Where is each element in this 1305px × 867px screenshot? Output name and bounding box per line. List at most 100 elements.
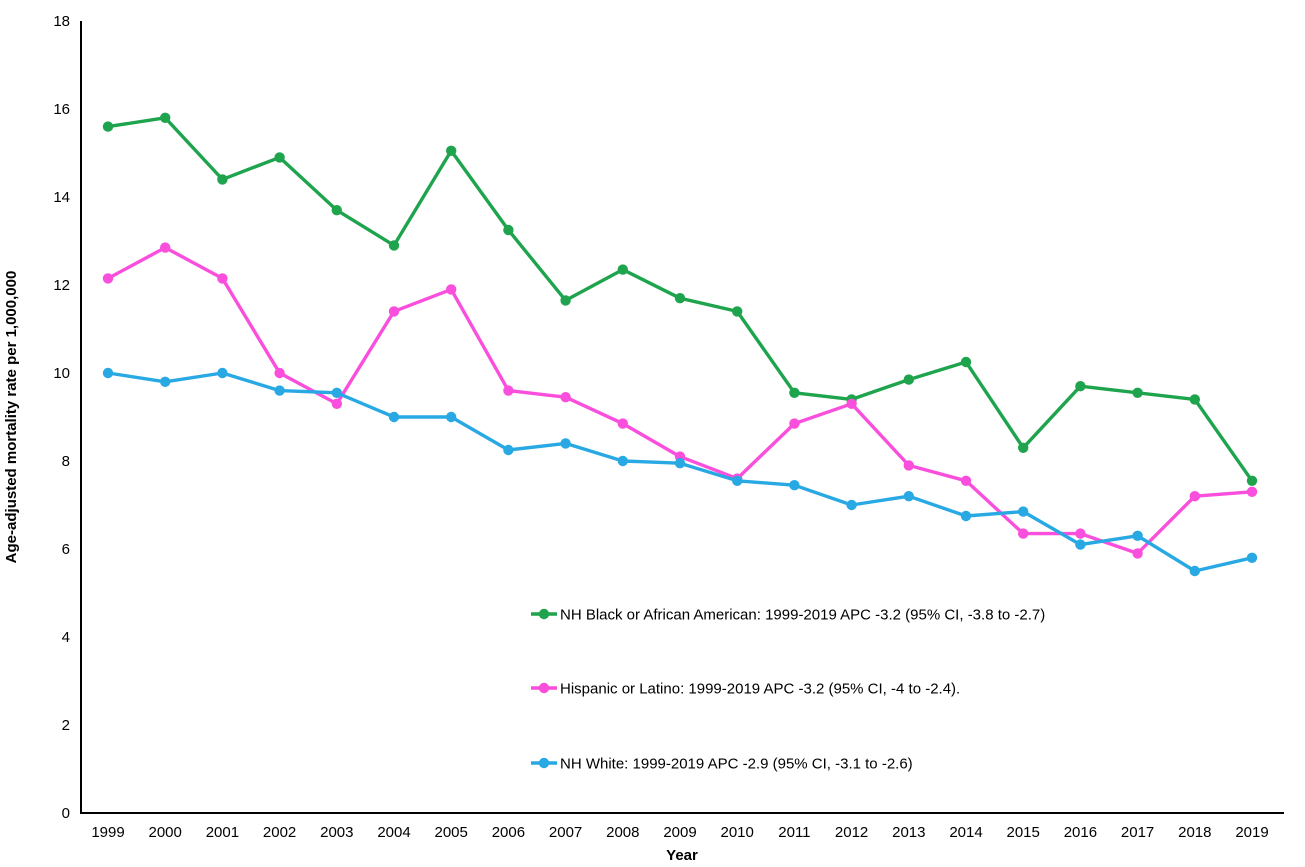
y-tick-label: 16: [53, 101, 70, 118]
x-tick-label: 2010: [721, 824, 754, 841]
legend-marker-dot: [538, 757, 550, 769]
series-nh-black-or-african-american: [102, 112, 1258, 486]
data-point-marker: [960, 475, 972, 486]
data-point-marker: [1018, 528, 1029, 539]
x-tick-label: 2009: [663, 824, 696, 841]
legend-marker-dot: [538, 682, 550, 694]
data-point-marker: [102, 121, 114, 132]
data-point-marker: [274, 367, 285, 379]
data-point-marker: [217, 174, 228, 185]
x-tick-label: 1999: [91, 824, 124, 841]
data-point-marker: [1246, 486, 1258, 497]
x-axis-title: Year: [666, 847, 698, 864]
data-point-marker: [446, 411, 457, 423]
data-point-marker: [274, 385, 285, 396]
y-tick-label: 2: [62, 717, 70, 734]
x-tick-label: 2018: [1178, 824, 1211, 841]
data-point-marker: [1246, 475, 1258, 486]
y-tick-label: 8: [62, 453, 70, 470]
x-tick-label: 2019: [1235, 824, 1268, 841]
y-tick-label: 14: [53, 189, 70, 206]
data-point-marker: [503, 224, 514, 236]
data-point-marker: [446, 284, 457, 295]
x-tick-label: 2012: [835, 824, 868, 841]
data-point-marker: [1075, 381, 1086, 392]
data-point-marker: [789, 387, 800, 398]
y-tick-label: 10: [53, 365, 70, 382]
data-point-marker: [617, 418, 628, 429]
data-point-marker: [617, 264, 628, 275]
y-axis-title: Age-adjusted mortality rate per 1,000,00…: [3, 271, 20, 564]
x-tick-label: 2001: [206, 824, 239, 841]
y-tick-label: 18: [53, 13, 70, 30]
x-tick-label: 2000: [149, 824, 182, 841]
data-point-marker: [388, 306, 400, 317]
x-tick-label: 2007: [549, 824, 582, 841]
data-point-marker: [789, 480, 800, 491]
data-point-marker: [1075, 528, 1086, 539]
data-point-marker: [274, 152, 285, 163]
data-point-marker: [331, 205, 342, 216]
legend-label: Hispanic or Latino: 1999-2019 APC -3.2 (…: [560, 681, 960, 698]
data-point-marker: [446, 145, 457, 156]
data-point-marker: [960, 356, 972, 368]
data-point-marker: [503, 385, 514, 396]
data-point-marker: [217, 367, 228, 379]
data-point-marker: [102, 273, 114, 284]
y-tick-label: 12: [53, 277, 70, 294]
legend: NH Black or African American: 1999-2019 …: [531, 607, 1045, 773]
data-point-marker: [388, 240, 400, 251]
data-point-marker: [903, 491, 914, 502]
data-point-marker: [1132, 387, 1143, 398]
data-point-marker: [1018, 506, 1029, 517]
legend-label: NH Black or African American: 1999-2019 …: [560, 607, 1045, 624]
data-point-marker: [160, 112, 171, 124]
data-point-marker: [217, 273, 228, 284]
data-point-marker: [732, 306, 743, 317]
x-tick-label: 2011: [778, 824, 810, 841]
data-point-marker: [960, 510, 972, 522]
data-point-marker: [560, 295, 571, 306]
data-point-marker: [102, 367, 114, 379]
data-point-marker: [732, 475, 743, 486]
x-tick-label: 2016: [1064, 824, 1097, 841]
data-point-marker: [846, 499, 857, 511]
data-point-marker: [503, 444, 514, 456]
axes-layer: 0 2 4 6 8 10 12 14 16 18 1999 2000 2001 2002 2003 2004 2…: [53, 13, 1284, 841]
legend-label: NH White: 1999-2019 APC -2.9 (95% CI, -3…: [560, 756, 913, 773]
series-layer: [102, 112, 1258, 577]
data-point-marker: [1132, 530, 1143, 541]
data-point-marker: [388, 411, 400, 423]
y-tick-label: 4: [62, 629, 70, 646]
x-tick-label: 2015: [1007, 824, 1040, 841]
data-point-marker: [903, 460, 914, 471]
x-tick-label: 2004: [377, 824, 410, 841]
data-point-marker: [1189, 491, 1201, 502]
x-tick-label: 2008: [606, 824, 639, 841]
data-point-marker: [1075, 539, 1086, 550]
data-point-marker: [1132, 548, 1143, 559]
x-tick-label: 2014: [949, 824, 982, 841]
data-point-marker: [674, 458, 686, 469]
data-point-marker: [160, 376, 171, 387]
data-point-marker: [331, 398, 342, 409]
data-point-marker: [331, 387, 342, 398]
data-point-marker: [560, 392, 571, 403]
legend-marker-dot: [538, 608, 550, 620]
series-hispanic-or-latino: [102, 242, 1258, 559]
legend-item: NH Black or African American: 1999-2019 …: [531, 607, 1045, 624]
data-point-marker: [789, 418, 800, 429]
data-point-marker: [674, 293, 686, 304]
x-tick-label: 2017: [1121, 824, 1154, 841]
x-tick-label: 2005: [435, 824, 468, 841]
data-point-marker: [160, 242, 171, 253]
x-tick-label: 2002: [263, 824, 296, 841]
data-point-marker: [560, 438, 571, 449]
x-tick-label: 2003: [320, 824, 353, 841]
data-point-marker: [617, 455, 628, 467]
data-point-marker: [846, 398, 857, 409]
y-tick-label: 6: [62, 541, 70, 558]
y-tick-label: 0: [62, 805, 70, 822]
